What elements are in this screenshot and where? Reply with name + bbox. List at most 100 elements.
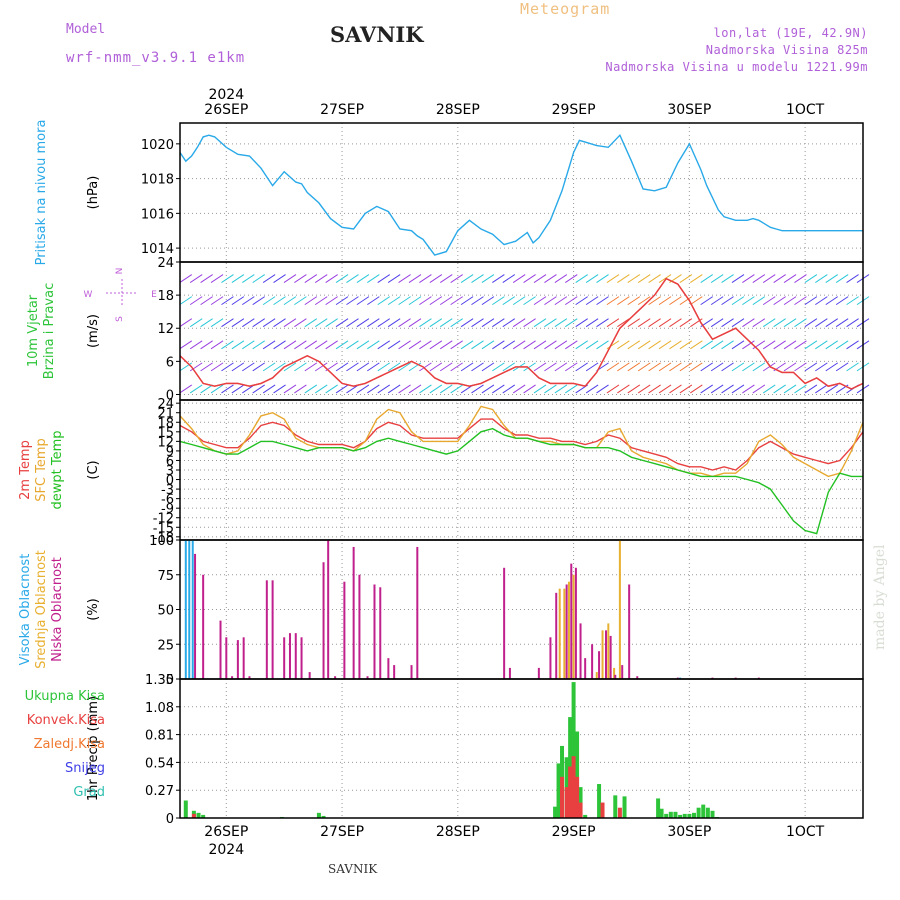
bar-ukupna-kisa <box>710 810 715 818</box>
wind-arrow <box>804 318 818 328</box>
wind-arrow <box>627 384 641 394</box>
wind-arrow <box>648 318 661 328</box>
bar-niska-oblacnost <box>358 574 361 679</box>
wind-arrow <box>596 296 609 306</box>
wind-arrow <box>533 318 547 328</box>
wind-arrow <box>731 296 745 306</box>
wind-arrow <box>617 362 630 372</box>
wind-arrow <box>544 362 557 372</box>
wind-arrow <box>710 340 724 350</box>
wind-arrow <box>335 340 349 350</box>
wind-arrow <box>304 296 318 306</box>
wind-arrow <box>460 296 474 306</box>
wind-arrow <box>335 318 349 328</box>
wind-arrow <box>252 340 265 350</box>
bar-niska-oblacnost <box>570 563 573 679</box>
wind-arrow <box>804 340 818 350</box>
y-axis-label: 2m Temp <box>18 440 33 500</box>
wind-arrow <box>617 318 630 328</box>
wind-arrow <box>710 274 724 283</box>
wind-arrow <box>346 362 359 372</box>
wind-arrow <box>179 362 193 372</box>
bar-niska-oblacnost <box>294 633 297 679</box>
wind-arrow <box>825 274 839 283</box>
wind-arrow <box>189 362 203 372</box>
y-axis-label: Visoka Oblacnost <box>18 554 33 666</box>
wind-arrow <box>700 296 713 306</box>
wind-arrow <box>627 296 641 306</box>
y-tick-label: 1016 <box>141 207 174 222</box>
wind-arrow <box>679 296 693 306</box>
bar-ukupna-kisa <box>316 812 321 818</box>
wind-arrow <box>794 274 807 283</box>
bar-niska-oblacnost <box>242 637 245 679</box>
y-tick-label: 18 <box>157 289 174 304</box>
bar-niska-oblacnost <box>591 644 594 679</box>
wind-arrow <box>210 318 224 328</box>
wind-arrow <box>731 274 745 283</box>
wind-arrow <box>346 318 359 328</box>
wind-arrow <box>669 318 682 328</box>
wind-arrow <box>544 384 557 394</box>
date-label-bottom: 29SEP <box>552 824 596 840</box>
wind-arrow <box>565 340 578 350</box>
wind-arrow <box>335 362 349 372</box>
wind-arrow <box>450 362 463 372</box>
bar-ukupna-kisa <box>687 813 692 818</box>
y-tick-label: 1.35 <box>145 673 174 688</box>
wind-arrow <box>773 384 786 394</box>
bar-niska-oblacnost <box>393 665 396 679</box>
bar-niska-oblacnost <box>248 676 251 679</box>
y-axis-label: Srednja Oblacnost <box>34 550 49 669</box>
wind-arrow <box>242 384 255 394</box>
bar-ukupna-kisa <box>668 811 673 818</box>
panel-frame-precip <box>179 678 864 819</box>
wind-arrow <box>314 340 328 350</box>
wind-arrow <box>533 384 547 394</box>
bar-visoka-oblacnost <box>191 540 194 679</box>
wind-arrow <box>835 296 849 306</box>
wind-arrow <box>648 362 661 372</box>
wind-arrow <box>502 274 516 283</box>
y-tick-label: 6 <box>166 454 174 469</box>
wind-arrow <box>658 384 672 394</box>
bar-ukupna-kisa <box>664 813 669 818</box>
wind-arrow <box>512 340 526 350</box>
wind-arrow <box>356 362 370 372</box>
wind-arrow <box>387 340 401 350</box>
model-altitude-info: Nadmorska Visina u modelu 1221.99m <box>605 60 868 74</box>
wind-arrow <box>585 296 599 306</box>
wind-arrow <box>804 274 818 283</box>
bar-niska-oblacnost <box>322 562 325 679</box>
wind-arrow <box>825 340 839 350</box>
wind-arrow <box>731 362 745 372</box>
y-tick-label: 0 <box>166 812 174 827</box>
wind-arrow <box>398 318 411 328</box>
wind-arrow <box>637 362 651 372</box>
wind-arrow <box>742 384 755 394</box>
wind-arrow <box>637 318 651 328</box>
year-bottom: 2024 <box>208 842 244 858</box>
wind-arrow <box>450 296 463 306</box>
wind-arrow <box>231 296 245 306</box>
wind-arrow <box>804 362 818 372</box>
wind-arrow <box>492 384 505 394</box>
wind-arrow <box>179 340 193 350</box>
wind-arrow <box>606 362 620 372</box>
wind-arrow <box>439 274 453 283</box>
wind-arrow <box>189 340 203 350</box>
precip-legend-item: Grad <box>73 785 105 800</box>
wind-arrow <box>679 274 693 283</box>
bar-niska-oblacnost <box>352 546 355 679</box>
wind-arrow <box>408 318 422 328</box>
wind-arrow <box>554 274 568 283</box>
bar-niska-oblacnost <box>271 580 274 679</box>
wind-arrow <box>565 384 578 394</box>
bar-ukupna-kisa <box>656 798 661 818</box>
bar-niska-oblacnost <box>410 665 413 679</box>
wind-arrow <box>429 296 443 306</box>
lonlat-info: lon,lat (19E, 42.9N) <box>713 26 868 40</box>
wind-arrow <box>460 274 474 283</box>
y-tick-label: 24 <box>157 256 174 271</box>
